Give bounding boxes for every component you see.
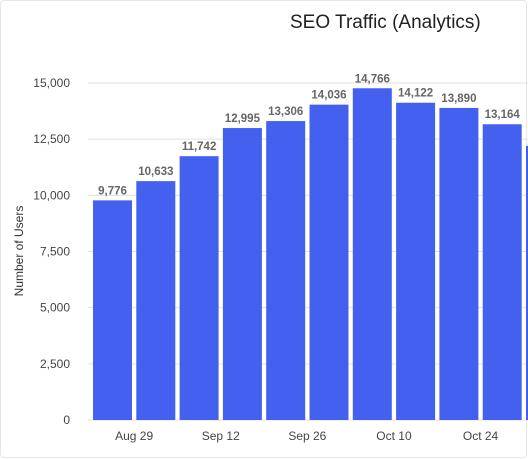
- bar-value-label: 14,036: [311, 90, 346, 102]
- bar-value-label: 10,633: [138, 166, 173, 178]
- y-tick-label: 0: [63, 413, 70, 427]
- y-tick-label: 12,500: [33, 132, 70, 146]
- x-tick-label: Oct 24: [463, 429, 499, 443]
- bar: [396, 102, 436, 420]
- x-tick-label: Sep 26: [288, 429, 326, 443]
- data-labels: 9,776 10,633 11,742 12,995 13,306 14,036 14,76…: [98, 73, 520, 197]
- bar: [266, 121, 306, 420]
- bar: [222, 128, 262, 421]
- axes: Number of Users 0 2,500 5,000 7,500 10,000 12…: [12, 76, 499, 443]
- bar-value-label: 11,742: [182, 141, 217, 153]
- y-tick-label: 10,000: [33, 188, 70, 202]
- y-axis-title: Number of Users: [12, 206, 26, 297]
- chart-title: SEO Traffic (Analytics): [290, 12, 481, 33]
- bar: [526, 145, 528, 420]
- bars: [93, 88, 528, 421]
- x-tick-label: Aug 29: [115, 429, 153, 443]
- bar-value-label: 12,995: [225, 113, 261, 125]
- bar-value-label: 14,122: [398, 88, 433, 100]
- bar: [136, 181, 176, 420]
- bar-value-label: 14,766: [355, 73, 390, 85]
- bar: [482, 124, 522, 420]
- y-tick-label: 5,000: [40, 301, 70, 315]
- x-tick-label: Oct 10: [376, 429, 412, 443]
- y-tick-label: 7,500: [40, 245, 70, 259]
- bar-value-label: 9,776: [98, 185, 127, 197]
- x-tick-label: Sep 12: [202, 429, 240, 443]
- y-tick-label: 2,500: [40, 357, 70, 371]
- bar-value-label: 13,306: [268, 106, 303, 118]
- bar: [352, 88, 392, 420]
- bar: [309, 104, 349, 420]
- bar: [179, 156, 219, 420]
- bar: [93, 200, 132, 420]
- y-tick-label: 15,000: [33, 76, 70, 90]
- bar-value-label: 13,164: [485, 109, 521, 121]
- bar: [439, 107, 479, 421]
- bar-value-label: 13,890: [441, 93, 476, 105]
